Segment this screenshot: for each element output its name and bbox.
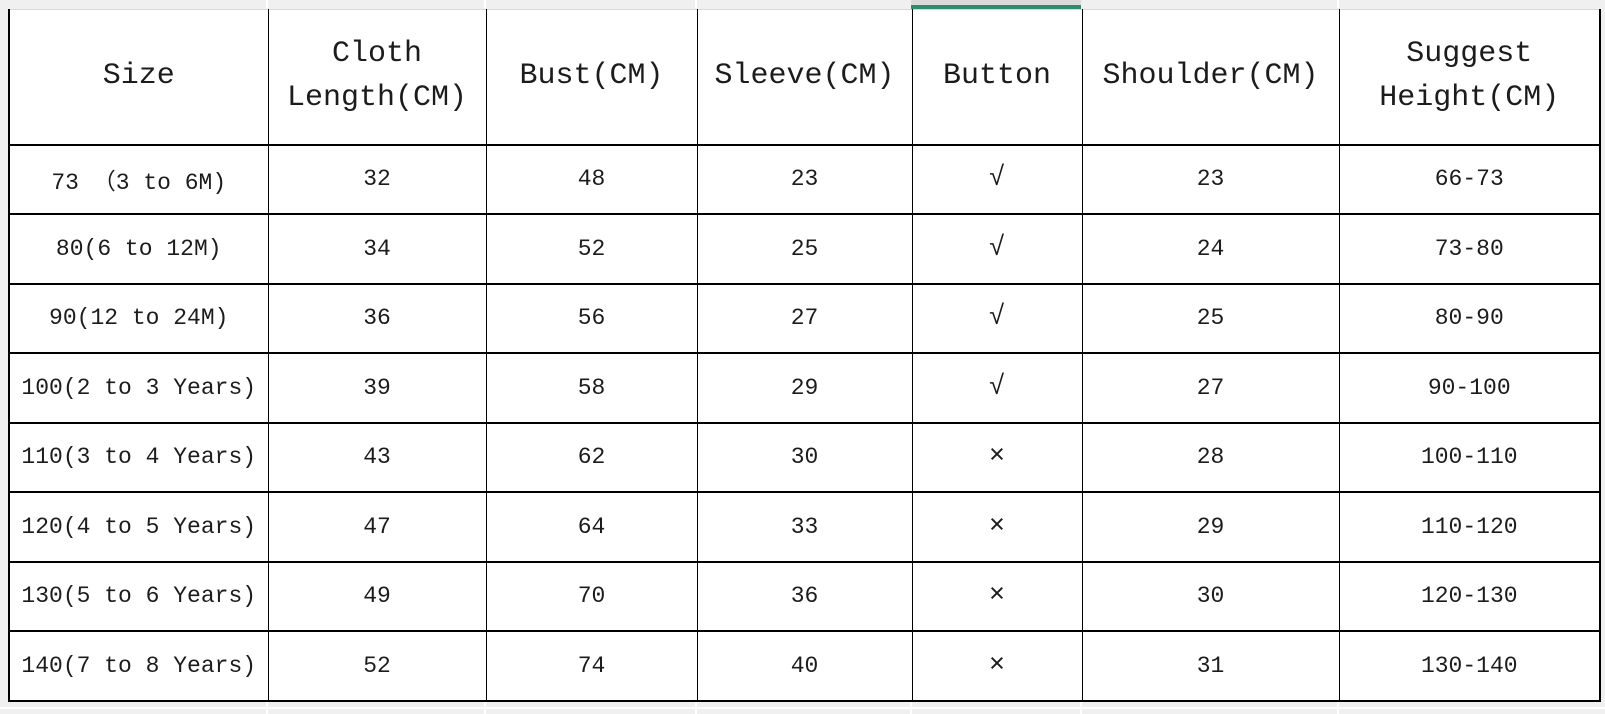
- gridline-tick: [266, 0, 268, 8]
- gridline-tick: [1080, 702, 1082, 714]
- table-row: 90(12 to 24M) 36 56 27 √ 25 80-90: [8, 283, 1601, 354]
- column-header-button[interactable]: Button: [911, 9, 1083, 146]
- gridline-tick: [1337, 702, 1339, 714]
- table-row: 80(6 to 12M) 34 52 25 √ 24 73-80: [8, 213, 1601, 285]
- gridline-tick: [695, 702, 697, 714]
- cell-bust[interactable]: 74: [485, 630, 698, 702]
- cell-shoulder[interactable]: 29: [1081, 491, 1340, 563]
- column-header-size[interactable]: Size: [8, 9, 269, 146]
- cell-button[interactable]: ×: [911, 630, 1083, 702]
- cell-bust[interactable]: 52: [485, 213, 698, 285]
- selection-top-border: [911, 5, 1081, 9]
- cell-size[interactable]: 73 （3 to 6M): [8, 144, 269, 215]
- gridline-tick: [484, 0, 486, 8]
- cell-suggest-height[interactable]: 120-130: [1338, 561, 1601, 632]
- cell-cloth-length[interactable]: 39: [267, 352, 487, 424]
- cell-cloth-length[interactable]: 34: [267, 213, 487, 285]
- cell-sleeve[interactable]: 23: [696, 144, 913, 215]
- cell-suggest-height[interactable]: 80-90: [1338, 283, 1601, 354]
- column-header-sleeve[interactable]: Sleeve(CM): [696, 9, 913, 146]
- cell-bust[interactable]: 62: [485, 422, 698, 493]
- column-header-suggest-height[interactable]: Suggest Height(CM): [1338, 9, 1601, 146]
- cell-shoulder[interactable]: 25: [1081, 283, 1340, 354]
- cell-cloth-length[interactable]: 36: [267, 283, 487, 354]
- column-header-shoulder[interactable]: Shoulder(CM): [1081, 9, 1340, 146]
- cell-suggest-height[interactable]: 66-73: [1338, 144, 1601, 215]
- cell-button[interactable]: ×: [911, 561, 1083, 632]
- cell-shoulder[interactable]: 27: [1081, 352, 1340, 424]
- gridline-tick: [695, 0, 697, 8]
- gridline-tick: [484, 702, 486, 714]
- cell-button[interactable]: √: [911, 352, 1083, 424]
- cell-shoulder[interactable]: 24: [1081, 213, 1340, 285]
- cell-shoulder[interactable]: 23: [1081, 144, 1340, 215]
- cell-cloth-length[interactable]: 49: [267, 561, 487, 632]
- cell-sleeve[interactable]: 40: [696, 630, 913, 702]
- column-header-cloth-length[interactable]: Cloth Length(CM): [267, 9, 487, 146]
- cell-sleeve[interactable]: 25: [696, 213, 913, 285]
- cell-sleeve[interactable]: 36: [696, 561, 913, 632]
- table-row: 130(5 to 6 Years) 49 70 36 × 30 120-130: [8, 561, 1601, 632]
- cell-bust[interactable]: 64: [485, 491, 698, 563]
- cell-cloth-length[interactable]: 47: [267, 491, 487, 563]
- cell-bust[interactable]: 58: [485, 352, 698, 424]
- cell-shoulder[interactable]: 30: [1081, 561, 1340, 632]
- cell-suggest-height[interactable]: 110-120: [1338, 491, 1601, 563]
- cell-suggest-height[interactable]: 100-110: [1338, 422, 1601, 493]
- header-row: Size Cloth Length(CM) Bust(CM) Sleeve(CM…: [8, 9, 1601, 146]
- cell-suggest-height[interactable]: 90-100: [1338, 352, 1601, 424]
- cell-size[interactable]: 80(6 to 12M): [8, 213, 269, 285]
- table-row: 73 （3 to 6M) 32 48 23 √ 23 66-73: [8, 144, 1601, 215]
- gridline-tick: [1337, 0, 1339, 8]
- cell-button[interactable]: √: [911, 144, 1083, 215]
- cell-sleeve[interactable]: 30: [696, 422, 913, 493]
- cell-sleeve[interactable]: 33: [696, 491, 913, 563]
- cell-size[interactable]: 100(2 to 3 Years): [8, 352, 269, 424]
- cell-bust[interactable]: 48: [485, 144, 698, 215]
- cell-button[interactable]: √: [911, 213, 1083, 285]
- cell-cloth-length[interactable]: 43: [267, 422, 487, 493]
- cell-cloth-length[interactable]: 52: [267, 630, 487, 702]
- cell-bust[interactable]: 56: [485, 283, 698, 354]
- table-row: 120(4 to 5 Years) 47 64 33 × 29 110-120: [8, 491, 1601, 563]
- table-row: 140(7 to 8 Years) 52 74 40 × 31 130-140: [8, 630, 1601, 702]
- cell-suggest-height[interactable]: 130-140: [1338, 630, 1601, 702]
- cell-cloth-length[interactable]: 32: [267, 144, 487, 215]
- table-row: 110(3 to 4 Years) 43 62 30 × 28 100-110: [8, 422, 1601, 493]
- cell-size[interactable]: 120(4 to 5 Years): [8, 491, 269, 563]
- cell-sleeve[interactable]: 29: [696, 352, 913, 424]
- cell-size[interactable]: 130(5 to 6 Years): [8, 561, 269, 632]
- gridline-horizontal: [0, 707, 1605, 709]
- gridline-tick: [910, 702, 912, 714]
- cell-button[interactable]: √: [911, 283, 1083, 354]
- gridline-tick: [266, 702, 268, 714]
- cell-sleeve[interactable]: 27: [696, 283, 913, 354]
- table-row: 100(2 to 3 Years) 39 58 29 √ 27 90-100: [8, 352, 1601, 424]
- cell-shoulder[interactable]: 31: [1081, 630, 1340, 702]
- size-chart-table: Size Cloth Length(CM) Bust(CM) Sleeve(CM…: [8, 9, 1601, 702]
- cell-size[interactable]: 110(3 to 4 Years): [8, 422, 269, 493]
- cell-bust[interactable]: 70: [485, 561, 698, 632]
- column-header-bust[interactable]: Bust(CM): [485, 9, 698, 146]
- cell-button[interactable]: ×: [911, 422, 1083, 493]
- selected-column-strip: [911, 0, 1081, 5]
- cell-button[interactable]: ×: [911, 491, 1083, 563]
- cell-shoulder[interactable]: 28: [1081, 422, 1340, 493]
- cell-size[interactable]: 90(12 to 24M): [8, 283, 269, 354]
- cell-size[interactable]: 140(7 to 8 Years): [8, 630, 269, 702]
- cell-suggest-height[interactable]: 73-80: [1338, 213, 1601, 285]
